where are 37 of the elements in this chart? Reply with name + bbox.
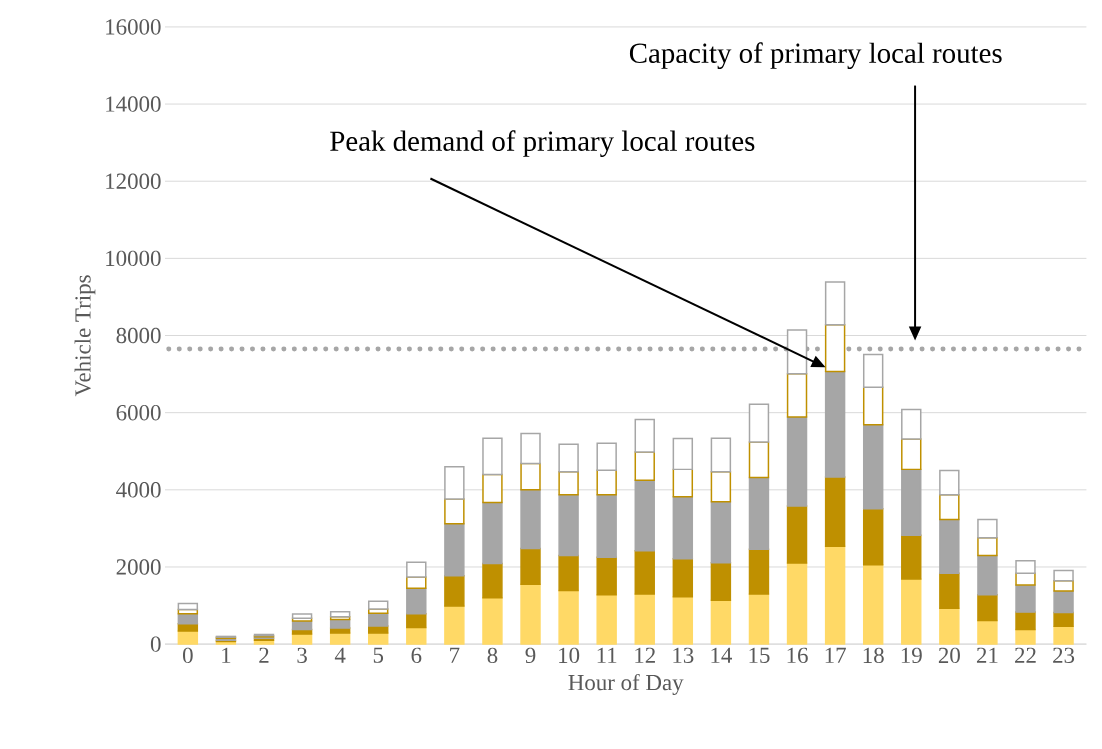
x-tick-label: 15 (749, 647, 770, 663)
x-tick-label: 23 (1053, 647, 1075, 664)
x-tick-label: 11 (597, 647, 617, 663)
x-tick-label: 9 (525, 647, 536, 664)
x-axis-title: Hour of Day (568, 673, 684, 696)
x-tick-label: 8 (487, 647, 498, 664)
x-tick-label: 18 (863, 647, 884, 664)
x-tick-label: 3 (297, 647, 307, 664)
y-tick-label: 6000 (116, 404, 161, 421)
x-tick-label: 6 (411, 647, 422, 664)
x-tick-label: 1 (222, 647, 231, 663)
x-tick-label: 4 (334, 647, 346, 663)
x-tick-label: 13 (673, 647, 694, 664)
annotation: Capacity of primary local routes (629, 42, 1002, 69)
y-tick-label: 16000 (106, 19, 161, 35)
y-tick-label: 0 (150, 636, 161, 652)
y-tick-label: 14000 (106, 96, 161, 112)
x-tick-label: 20 (938, 647, 960, 664)
x-tick-label: 0 (183, 647, 193, 664)
x-tick-label: 2 (259, 647, 269, 663)
x-tick-label: 10 (559, 647, 580, 664)
x-tick-label: 12 (635, 647, 655, 663)
y-axis-title: Vehicle Trips (74, 275, 96, 397)
annotation: Peak demand of primary local routes (330, 130, 755, 157)
x-tick-label: 7 (450, 647, 460, 663)
y-tick-label: 2000 (116, 559, 161, 575)
x-tick-label: 17 (825, 647, 846, 663)
y-tick-label: 12000 (106, 173, 161, 189)
x-tick-label: 5 (373, 647, 384, 663)
x-tick-label: 22 (1015, 647, 1036, 663)
x-tick-label: 19 (901, 647, 922, 664)
x-tick-label: 21 (976, 647, 998, 663)
y-tick-label: 8000 (116, 327, 161, 344)
x-tick-label: 16 (787, 647, 808, 664)
y-tick-label: 10000 (106, 250, 161, 267)
x-tick-label: 14 (711, 647, 732, 663)
y-tick-label: 4000 (116, 482, 161, 498)
